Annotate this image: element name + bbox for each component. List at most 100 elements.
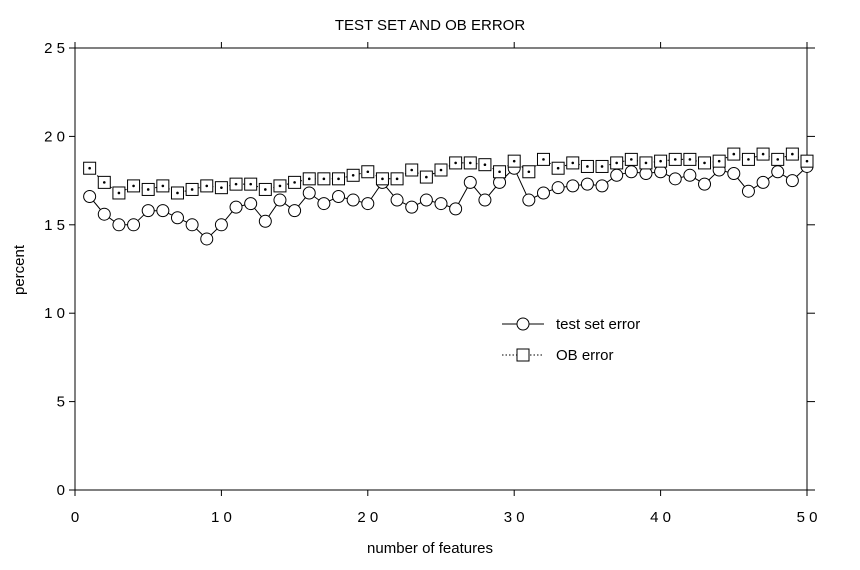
data-point-square-dot [146,188,150,191]
data-point-square-dot [190,188,194,191]
data-point-circle [141,204,155,218]
data-point-circle [771,165,785,179]
data-point-circle [127,218,141,232]
data-point-circle [756,175,770,189]
legend-label-test-set: test set error [556,316,640,333]
legend-marker-circle [516,317,530,331]
data-point-circle [741,184,755,198]
x-tick-label: 1 0 [211,509,232,526]
data-point-circle [332,190,346,204]
data-point-square-dot [454,161,457,165]
data-point-square-dot [527,170,531,174]
data-point-circle [668,172,682,186]
data-point-square-dot [615,161,618,165]
data-point-square-dot [161,184,165,188]
x-tick-label: 4 0 [650,509,671,526]
y-tick-label: 5 [57,394,65,411]
y-tick-label: 2 0 [44,128,65,145]
data-point-circle [302,186,316,200]
data-point-square-dot [556,166,560,170]
data-point-circle [698,177,712,191]
data-point-square-dot [366,170,370,174]
y-tick-label: 2 5 [44,40,65,57]
data-point-circle [449,202,463,216]
data-point-square-dot [732,152,736,156]
data-point-circle [112,218,126,232]
data-point-square-dot [703,161,706,165]
y-tick-label: 1 0 [44,305,65,322]
data-point-circle [83,190,97,204]
data-point-square-dot [483,163,487,166]
data-point-circle [156,204,170,218]
data-point-square-dot [761,152,765,156]
data-point-circle [273,193,287,207]
data-point-square-dot [264,188,267,191]
data-point-square-dot [234,182,238,186]
data-point-circle [405,200,419,214]
data-point-square-dot [439,168,443,172]
x-tick-label: 5 0 [797,509,818,526]
data-point-square-dot [205,184,209,188]
data-point-square-dot [249,182,252,186]
data-point-square-dot [337,177,340,181]
data-point-square-dot [717,159,721,163]
data-point-circle [522,193,536,207]
data-point-circle [346,193,360,207]
data-point-square-dot [410,168,414,172]
data-point-circle [97,207,111,221]
data-point-circle [170,211,184,225]
data-point-square-dot [688,158,692,161]
data-point-square-dot [600,165,604,168]
plot-frame [74,47,808,491]
x-tick-label: 3 0 [504,509,525,526]
data-point-circle [185,218,199,232]
data-point-square-dot [586,165,589,168]
data-point-circle [610,168,624,182]
x-axis-label: number of features [367,540,493,557]
data-point-square-dot [322,177,326,181]
data-point-square-dot [659,159,662,163]
data-point-circle [536,186,550,200]
data-point-circle [785,174,799,188]
series-layer [83,147,814,246]
legend: test set error OB error [502,316,640,364]
data-point-circle [214,218,228,232]
data-point-square-dot [102,181,106,184]
data-point-square-dot [512,159,516,163]
data-point-square-dot [468,161,472,165]
data-point-circle [229,200,243,214]
data-point-square-dot [805,159,809,163]
series-ob-error [83,147,814,200]
data-point-circle [551,181,565,195]
data-point-circle [478,193,492,207]
data-point-circle [727,167,741,181]
series-test-set-error [83,159,814,246]
data-point-square-dot [293,181,296,184]
data-point-square-dot [644,161,648,165]
data-point-circle [463,175,477,189]
y-axis-label: percent [11,244,28,295]
data-point-square-dot [498,170,501,174]
data-point-circle [683,168,697,182]
chart-title: TEST SET AND OB ERROR [335,17,525,34]
data-point-square-dot [278,184,282,188]
data-point-circle [566,179,580,193]
data-point-square-dot [395,177,399,181]
data-point-square-dot [220,186,223,189]
data-point-square-dot [571,161,575,165]
x-tick-label: 0 [71,509,79,526]
data-point-circle [258,214,272,228]
y-tick-label: 0 [57,482,65,499]
data-point-circle [624,165,638,179]
legend-item-ob: OB error [502,347,614,364]
data-point-square-dot [747,158,750,161]
legend-label-ob: OB error [556,347,614,364]
data-point-square-dot [307,177,311,181]
data-point-square-dot [776,158,780,161]
data-point-circle [390,193,404,207]
y-tick-label: 1 5 [44,217,65,234]
data-point-square-dot [132,184,135,188]
tick-labels: 0 1 0 2 0 3 0 4 0 5 0 0 5 1 0 1 5 2 0 2 5 [44,40,817,526]
data-point-square-dot [117,191,121,195]
